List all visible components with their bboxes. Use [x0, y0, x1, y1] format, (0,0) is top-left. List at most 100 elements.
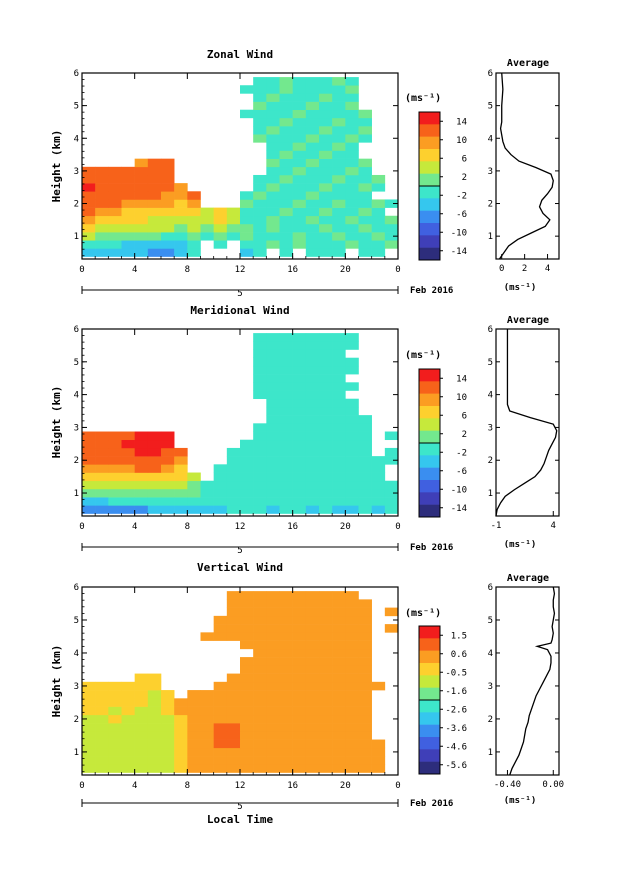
heatmap-cell	[253, 648, 267, 658]
heatmap-cell	[121, 215, 135, 225]
heatmap-cell	[266, 464, 280, 473]
heatmap-cell	[134, 232, 149, 241]
heatmap-cell	[358, 183, 372, 192]
heatmap-cell	[253, 764, 267, 773]
heatmap-cell	[134, 431, 149, 441]
panel-title: Vertical Wind	[197, 561, 283, 574]
heatmap-cell	[319, 166, 333, 176]
heatmap-cell	[82, 207, 96, 217]
heatmap-cell	[305, 232, 320, 241]
heatmap-cell	[240, 497, 254, 506]
avg-y-tick-label: 3	[488, 682, 493, 692]
heatmap-cell	[200, 747, 214, 757]
heatmap-cell	[213, 632, 228, 641]
heatmap-cell	[82, 447, 96, 457]
heatmap-cell	[319, 398, 333, 408]
heatmap-cell	[332, 415, 346, 424]
heatmap-cell	[345, 406, 359, 416]
heatmap-cell	[200, 215, 214, 225]
colorbar-segment	[419, 712, 440, 725]
heatmap-cell	[82, 739, 96, 749]
heatmap-cell	[358, 731, 372, 740]
heatmap-cell	[226, 739, 241, 749]
heatmap-cell	[253, 349, 267, 358]
heatmap-cell	[200, 505, 214, 514]
heatmap-cell	[147, 207, 162, 217]
heatmap-cell	[147, 739, 162, 749]
heatmap-cell	[240, 698, 254, 707]
heatmap-cell	[371, 472, 386, 482]
heatmap-cell	[279, 456, 293, 465]
heatmap-cell	[292, 101, 307, 111]
heatmap-cell	[161, 714, 175, 724]
colorbar-label: 10	[456, 393, 467, 403]
heatmap-cell	[292, 632, 307, 641]
heatmap-meridional	[82, 333, 399, 514]
heatmap-cell	[292, 698, 307, 707]
heatmap-cell	[200, 756, 214, 765]
heatmap-cell	[200, 723, 214, 732]
heatmap-cell	[332, 215, 346, 225]
heatmap-cell	[161, 183, 175, 192]
heatmap-cell	[121, 706, 135, 716]
heatmap-cell	[253, 341, 267, 350]
heatmap-cell	[319, 599, 333, 608]
heatmap-cell	[319, 240, 333, 249]
heatmap-cell	[253, 665, 267, 674]
heatmap-cell	[319, 191, 333, 200]
heatmap-cell	[266, 117, 280, 127]
heatmap-cell	[174, 714, 188, 724]
heatmap-cell	[226, 591, 241, 600]
heatmap-cell	[305, 615, 320, 625]
heatmap-cell	[134, 698, 149, 707]
heatmap-cell	[253, 374, 267, 383]
heatmap-cell	[134, 174, 149, 184]
heatmap-cell	[226, 447, 241, 457]
heatmap-cell	[292, 232, 307, 241]
heatmap-cell	[279, 632, 293, 641]
heatmap-cell	[240, 756, 254, 765]
average-xlabel: (ms⁻¹)	[504, 540, 537, 550]
heatmap-cell	[292, 756, 307, 765]
heatmap-cell	[319, 480, 333, 490]
heatmap-cell	[121, 447, 135, 457]
heatmap-cell	[345, 447, 359, 457]
heatmap-cell	[266, 374, 280, 383]
colorbar-segment	[419, 724, 440, 738]
heatmap-cell	[147, 215, 162, 225]
heatmap-cell	[345, 199, 359, 208]
colorbar-segment	[419, 749, 440, 762]
heatmap-cell	[345, 93, 359, 102]
heatmap-cell	[108, 439, 122, 449]
heatmap-cell	[305, 698, 320, 707]
heatmap-cell	[345, 698, 359, 707]
heatmap-cell	[319, 232, 333, 241]
average-frame	[495, 586, 560, 776]
date-axis: 5 Feb 2016	[81, 799, 453, 812]
heatmap-cell	[319, 464, 333, 473]
x-tick-label: 4	[132, 781, 137, 791]
heatmap-cell	[134, 464, 149, 473]
heatmap-cell	[292, 134, 307, 143]
colorbar-label: 2	[462, 173, 467, 183]
heatmap-cell	[240, 472, 254, 482]
y-tick-label: 4	[74, 649, 79, 659]
heatmap-cell	[108, 166, 122, 176]
heatmap-cell	[266, 456, 280, 465]
heatmap-cell	[200, 232, 214, 241]
heatmap-cell	[147, 183, 162, 192]
heatmap-cell	[95, 488, 109, 498]
heatmap-cell	[161, 488, 175, 498]
heatmap-cell	[345, 101, 359, 111]
heatmap-cell	[82, 764, 96, 773]
heatmap-cell	[319, 739, 333, 749]
heatmap-cell	[358, 673, 372, 683]
colorbar-unit: (ms⁻¹)	[405, 608, 441, 619]
heatmap-cell	[358, 109, 372, 119]
heatmap-cell	[161, 731, 175, 740]
heatmap-cell	[292, 640, 307, 650]
average-xlabel: (ms⁻¹)	[504, 796, 537, 806]
heatmap-cell	[147, 706, 162, 716]
heatmap-cell	[161, 158, 175, 168]
